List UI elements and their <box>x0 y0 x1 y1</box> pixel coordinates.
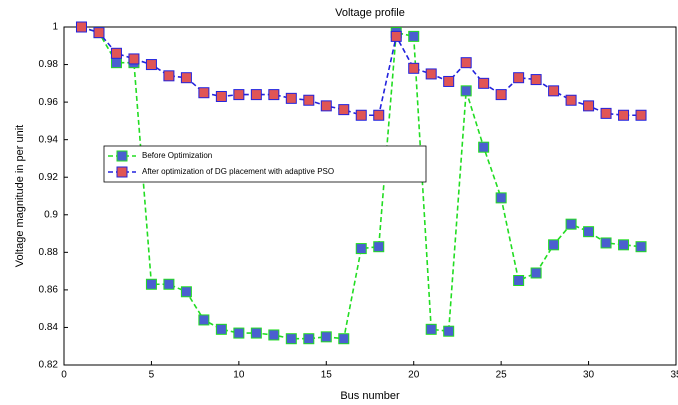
data-point <box>320 100 332 112</box>
y-tick-label: 0.98 <box>39 59 59 70</box>
data-point <box>198 314 210 326</box>
x-axis-label: Bus number <box>340 390 400 402</box>
data-point <box>145 59 157 71</box>
plot-area <box>63 26 677 366</box>
data-point <box>233 327 245 339</box>
data-point <box>215 90 227 102</box>
data-point <box>338 333 350 345</box>
data-point <box>128 53 140 65</box>
data-point <box>460 85 472 97</box>
legend-marker <box>116 150 128 162</box>
y-tick-label: 0.96 <box>39 97 59 108</box>
data-point <box>233 89 245 101</box>
x-tick-label: 20 <box>408 370 420 381</box>
data-point <box>338 104 350 116</box>
y-tick-label: 0.94 <box>39 134 59 145</box>
y-axis-label: Voltage magnitude in per unit <box>14 125 26 268</box>
data-point <box>250 327 262 339</box>
data-point <box>565 218 577 230</box>
data-point <box>600 237 612 249</box>
x-tick-label: 0 <box>61 370 67 381</box>
data-point <box>425 68 437 80</box>
data-point <box>583 226 595 238</box>
data-point <box>250 89 262 101</box>
series-line <box>81 26 642 340</box>
data-point <box>285 333 297 345</box>
data-point <box>548 85 560 97</box>
legend-label: After optimization of DG placement with … <box>142 167 334 176</box>
data-point <box>530 267 542 279</box>
data-point <box>408 30 420 42</box>
data-point <box>513 72 525 84</box>
y-tick-label: 1 <box>52 22 58 33</box>
y-tick-label: 0.88 <box>39 247 59 258</box>
data-point <box>355 109 367 121</box>
data-point <box>495 192 507 204</box>
data-point <box>478 77 490 89</box>
x-tick-label: 25 <box>496 370 508 381</box>
data-point <box>635 109 647 121</box>
data-point <box>215 323 227 335</box>
data-point <box>93 27 105 39</box>
data-point <box>110 47 122 59</box>
data-point <box>163 278 175 290</box>
data-point <box>320 331 332 343</box>
data-point <box>460 57 472 69</box>
data-point <box>565 94 577 106</box>
data-point <box>180 286 192 298</box>
chart-title: Voltage profile <box>335 7 405 19</box>
data-point <box>478 141 490 153</box>
data-point <box>285 92 297 104</box>
data-point <box>268 89 280 101</box>
legend-marker <box>116 166 128 178</box>
x-tick-label: 5 <box>149 370 155 381</box>
data-point <box>303 333 315 345</box>
data-point <box>530 74 542 86</box>
data-point <box>390 30 402 42</box>
x-tick-label: 10 <box>233 370 245 381</box>
data-point <box>355 243 367 255</box>
data-point <box>443 75 455 87</box>
data-point <box>548 239 560 251</box>
y-tick-label: 0.84 <box>39 322 59 333</box>
data-point <box>75 21 87 33</box>
data-point <box>513 275 525 286</box>
x-tick-label: 15 <box>321 370 333 381</box>
data-point <box>163 70 175 82</box>
data-point <box>425 323 437 335</box>
y-tick-label: 0.82 <box>39 360 59 371</box>
data-point <box>618 109 630 121</box>
data-point <box>268 329 280 341</box>
legend-label: Before Optimization <box>142 151 212 160</box>
x-tick-label: 35 <box>670 370 678 381</box>
data-point <box>373 109 385 121</box>
x-tick-label: 30 <box>583 370 595 381</box>
data-point <box>583 100 595 112</box>
data-point <box>110 57 122 69</box>
y-tick-label: 0.86 <box>39 285 59 296</box>
data-point <box>600 107 612 119</box>
data-point <box>495 89 507 101</box>
y-tick-label: 0.92 <box>39 172 59 183</box>
data-point <box>198 87 210 99</box>
data-point <box>618 239 630 251</box>
data-point <box>180 72 192 84</box>
data-point <box>303 94 315 106</box>
data-point <box>635 241 647 253</box>
data-point <box>145 278 157 290</box>
legend <box>103 145 427 183</box>
data-point <box>408 62 420 74</box>
data-point <box>443 325 455 337</box>
data-point <box>373 241 385 253</box>
y-tick-label: 0.9 <box>44 209 58 220</box>
